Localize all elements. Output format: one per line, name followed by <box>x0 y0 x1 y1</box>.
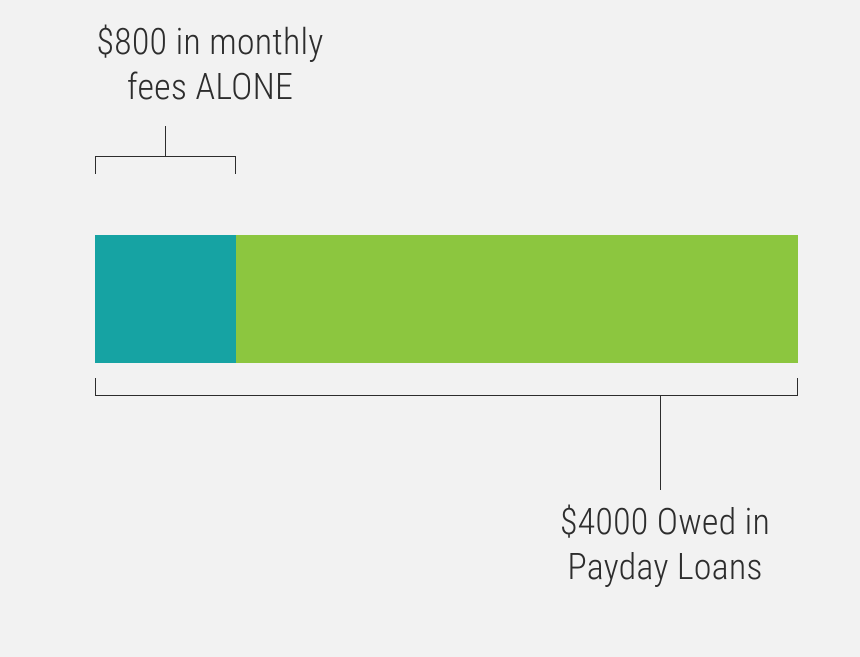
fees-label-line2: fees ALONE <box>127 66 293 108</box>
top-bracket-stem <box>165 126 166 156</box>
chart-canvas: $800 in monthly fees ALONE $4000 Owed in… <box>0 0 860 657</box>
bottom-bracket-stem <box>660 395 661 490</box>
top-bracket-tick-l <box>95 156 96 174</box>
bar-segment-total <box>236 235 798 363</box>
total-label-line2: Payday Loans <box>567 546 762 588</box>
bar-segment-fees <box>95 235 236 363</box>
total-label-line1: $4000 Owed in <box>560 501 770 543</box>
top-bracket-tick-r <box>235 156 236 174</box>
bottom-bracket-tick-r <box>797 378 798 396</box>
top-bracket-hbar <box>95 156 236 157</box>
fees-label-line1: $800 in monthly <box>96 21 323 63</box>
total-label: $4000 Owed in Payday Loans <box>520 500 810 590</box>
fees-label: $800 in monthly fees ALONE <box>60 20 360 110</box>
bottom-bracket-hbar <box>95 395 798 396</box>
bottom-bracket-tick-l <box>95 378 96 396</box>
